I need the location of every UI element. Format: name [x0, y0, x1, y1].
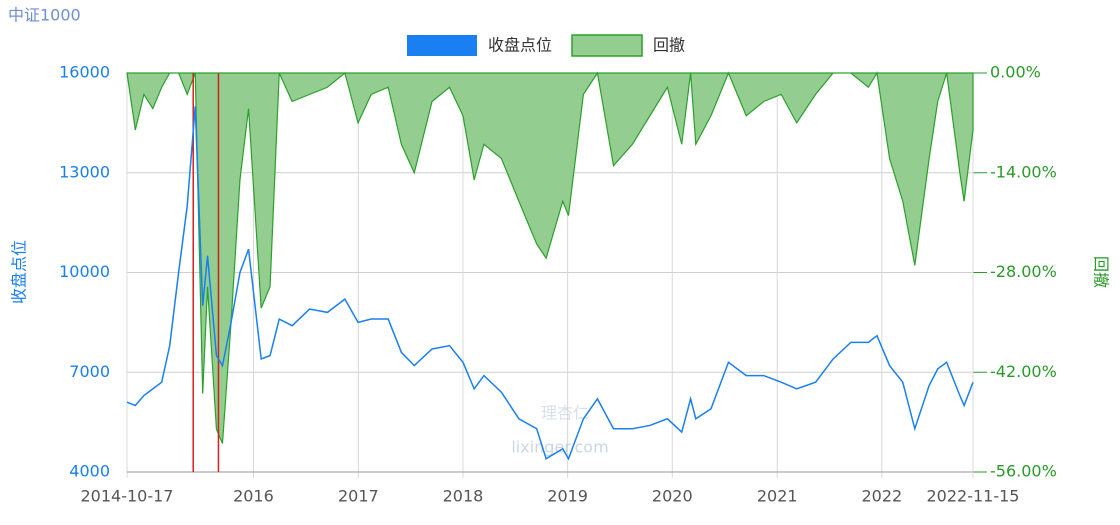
x-tick-label: 2021	[757, 487, 798, 506]
y2-tick-label: 0.00%	[990, 63, 1041, 82]
y-tick-label: 13000	[59, 162, 110, 181]
x-tick-label: 2019	[547, 487, 588, 506]
legend-swatch	[407, 35, 477, 56]
x-tick-label: 2022	[861, 487, 902, 506]
x-tick-label: 2018	[443, 487, 484, 506]
x-tick-label: 2014-10-17	[81, 487, 174, 506]
watermark: lixinger.com	[511, 438, 608, 457]
y2-tick-label: -42.00%	[990, 362, 1057, 381]
x-tick-label: 2022-11-15	[927, 487, 1020, 506]
x-tick-label: 2017	[338, 487, 379, 506]
y-tick-label: 4000	[69, 462, 110, 481]
y-tick-label: 7000	[69, 362, 110, 381]
legend-swatch	[571, 34, 643, 57]
y-tick-label: 16000	[59, 63, 110, 82]
x-tick-label: 2020	[652, 487, 693, 506]
y2-tick-label: -28.00%	[990, 262, 1057, 281]
x-tick-label: 2016	[233, 487, 274, 506]
y-axis-label: 收盘点位	[10, 240, 29, 304]
legend-label: 收盘点位	[488, 36, 552, 55]
close-line	[126, 106, 974, 461]
drawdown-area	[126, 71, 974, 444]
y-tick-label: 10000	[59, 262, 110, 281]
y2-axis-label: 回撤	[1092, 256, 1111, 288]
y2-tick-label: -56.00%	[990, 462, 1057, 481]
y2-tick-label: -14.00%	[990, 162, 1057, 181]
legend-label: 回撤	[653, 36, 685, 55]
chart-title: 中证1000	[8, 6, 81, 25]
watermark: 理杏仁	[541, 404, 589, 423]
